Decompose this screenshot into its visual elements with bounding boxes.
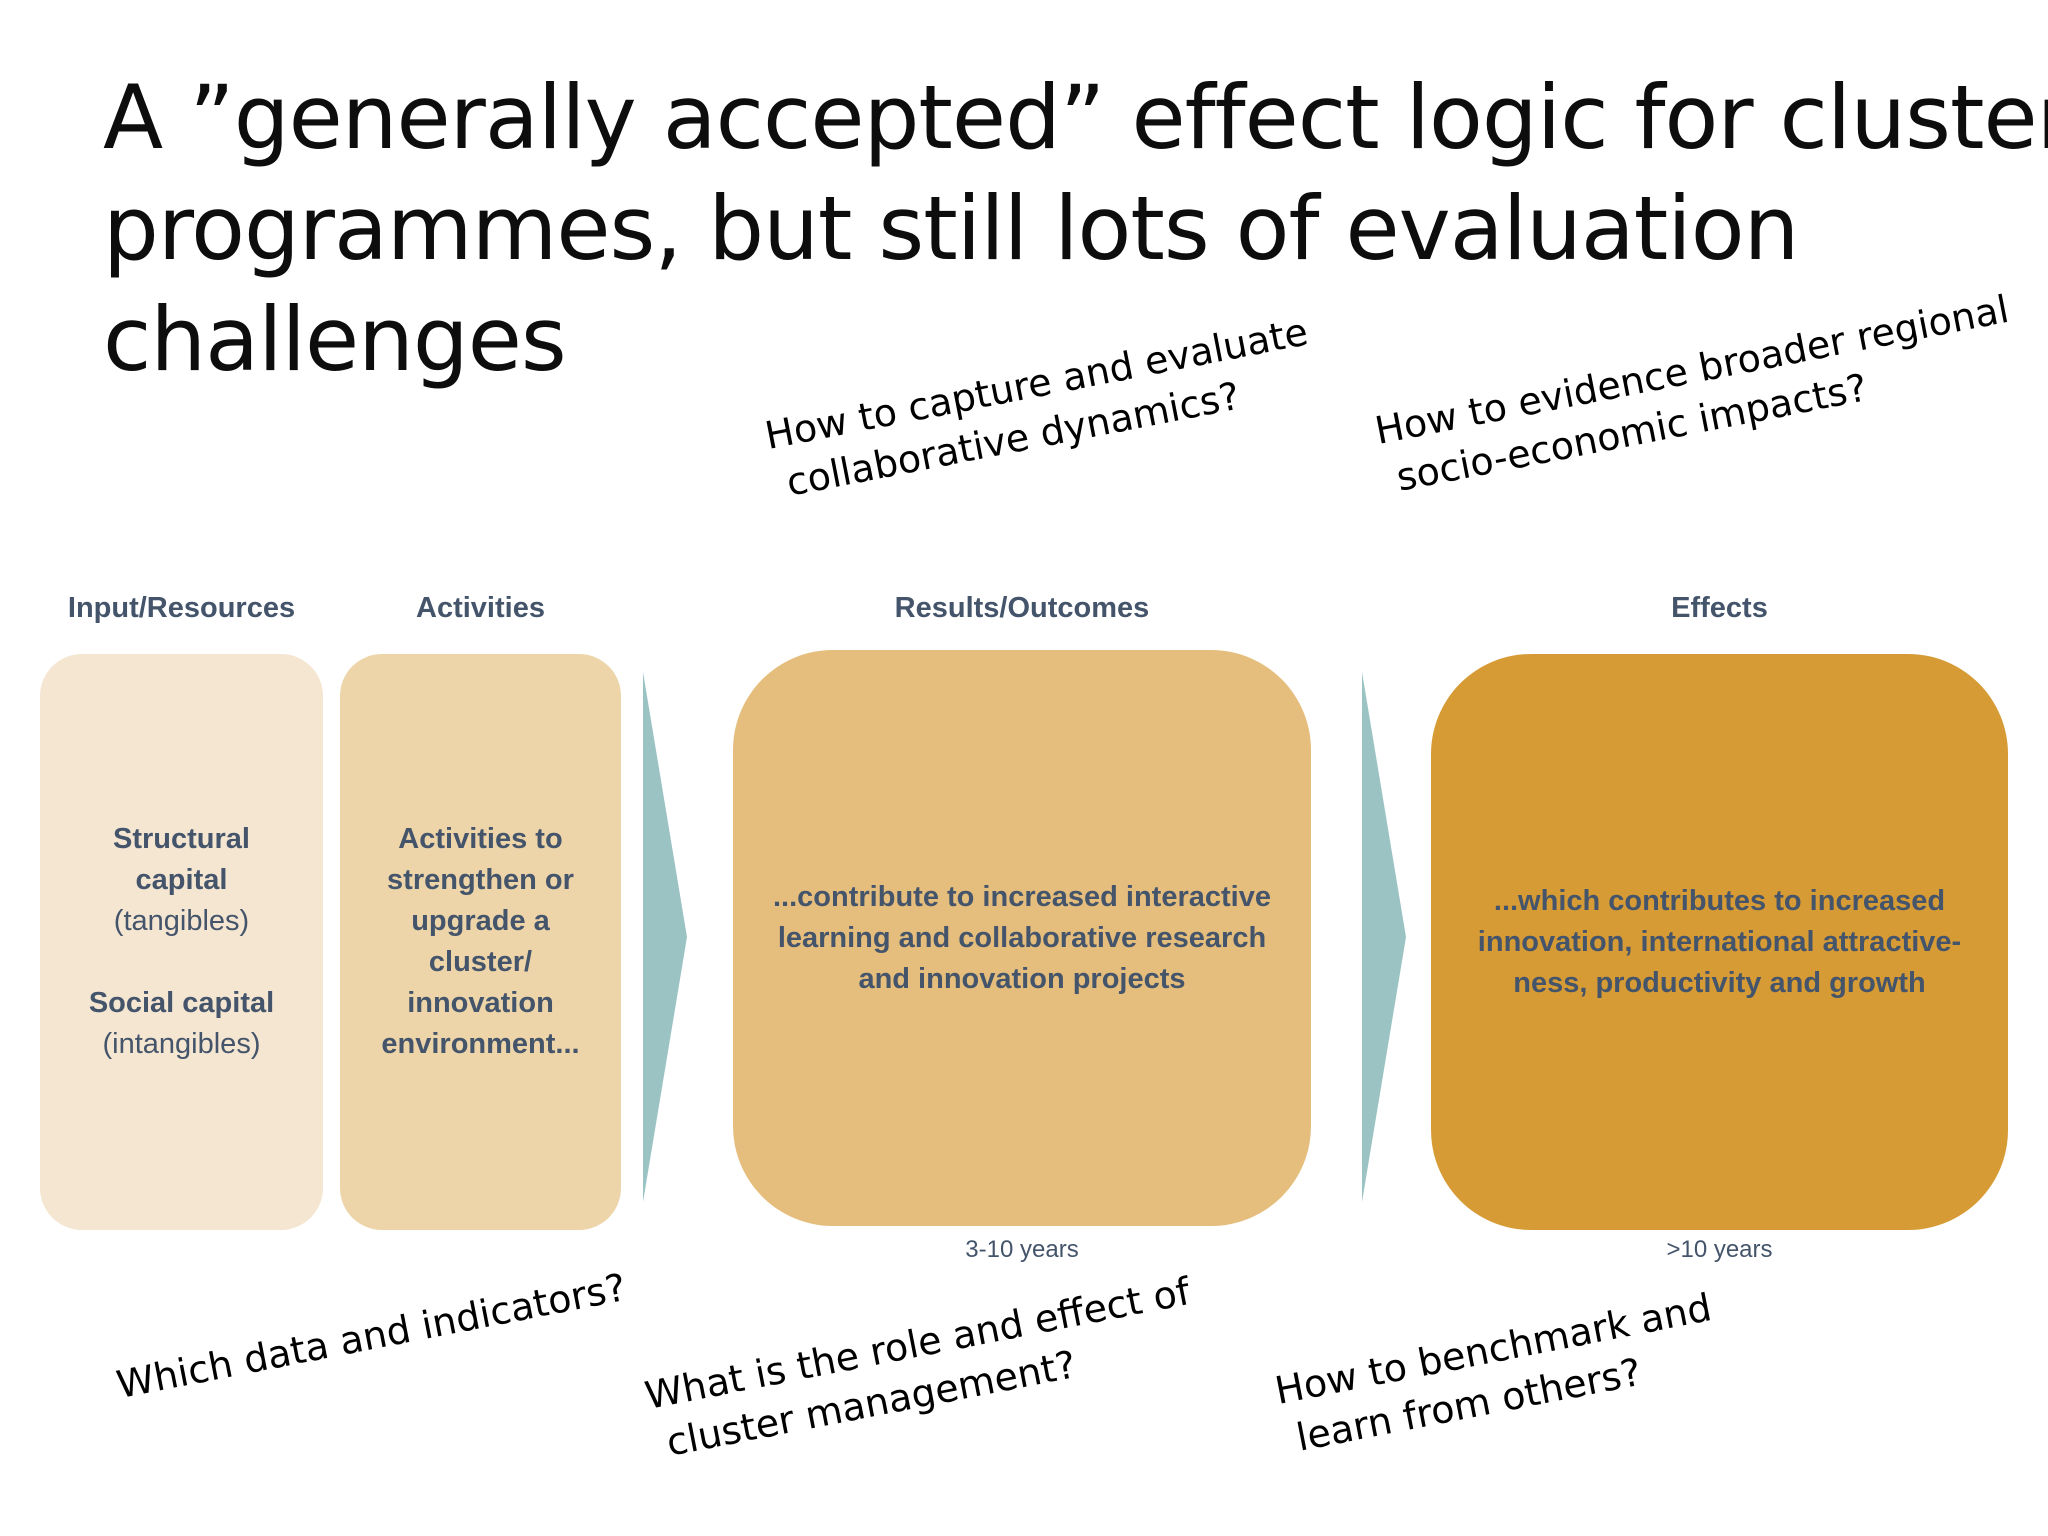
social-capital-note: (intangibles) [102, 1028, 261, 1060]
activities-line-5: innovation [407, 987, 554, 1019]
results-line-3: and innovation projects [858, 962, 1186, 995]
activities-line-3: upgrade a [411, 905, 550, 937]
question-data-indicators: Which data and indicators? [112, 1262, 630, 1410]
question-data-line-1: Which data and indicators? [113, 1265, 630, 1408]
title-line-1: A ”generally accepted” effect logic for … [103, 66, 2048, 169]
title-line-3: challenges [103, 288, 567, 391]
effects-years-label: >10 years [1666, 1236, 1773, 1263]
chevron-right-arrow-icon [643, 672, 687, 1202]
stage-label-results: Results/Outcomes [894, 592, 1150, 624]
effects-box: ...which contributes to increased innova… [1431, 654, 2008, 1230]
activities-line-4: cluster/ [428, 946, 533, 978]
activities-content: Activities to strengthen or upgrade a cl… [381, 819, 579, 1065]
effects-line-3: ness, productivity and growth [1513, 966, 1926, 999]
effects-line-2: innovation, international attractive- [1477, 925, 1962, 958]
activities-box: Activities to strengthen or upgrade a cl… [340, 654, 621, 1230]
results-content: ...contribute to increased interactive l… [773, 877, 1271, 1000]
results-line-1: ...contribute to increased interactive [773, 880, 1271, 913]
question-benchmark: How to benchmark and learn from others? [1271, 1282, 1725, 1465]
structural-capital-title-2: capital [135, 864, 228, 896]
effects-line-1: ...which contributes to increased [1493, 884, 1946, 917]
activities-line-1: Activities to [398, 823, 563, 855]
title-line-2: programmes, but still lots of evaluation [103, 177, 1799, 280]
structural-capital-note: (tangibles) [113, 905, 250, 937]
results-years-label: 3-10 years [965, 1236, 1079, 1263]
input-resources-box: Structural capital (tangibles) Social ca… [40, 654, 323, 1230]
chevron-right-arrow-icon [1362, 672, 1406, 1202]
social-capital-title: Social capital [88, 987, 275, 1019]
results-line-2: learning and collaborative research [777, 921, 1267, 954]
question-cluster-management: What is the role and effect of cluster m… [641, 1266, 1204, 1470]
stage-label-input: Input/Resources [67, 592, 296, 624]
structural-capital-title-1: Structural [113, 823, 250, 855]
page-title: A ”generally accepted” effect logic for … [103, 62, 2048, 395]
input-resources-content: Structural capital (tangibles) Social ca… [89, 819, 274, 1065]
effects-content: ...which contributes to increased innova… [1478, 881, 1961, 1004]
stage-label-activities: Activities [416, 592, 545, 624]
activities-line-2: strengthen or [387, 864, 574, 896]
activities-line-6: environment... [381, 1028, 580, 1060]
results-outcomes-box: ...contribute to increased interactive l… [733, 650, 1311, 1226]
stage-label-effects: Effects [1671, 592, 1768, 624]
